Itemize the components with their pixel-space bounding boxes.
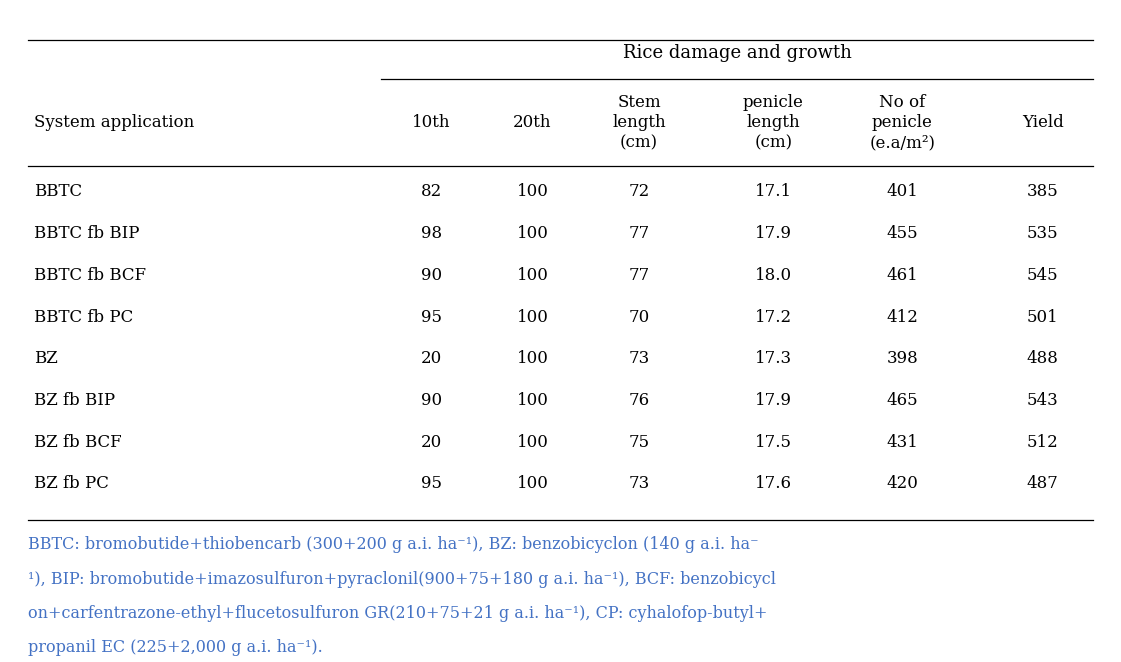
Text: 17.9: 17.9 (754, 225, 793, 242)
Text: 488: 488 (1027, 350, 1058, 367)
Text: 20: 20 (421, 434, 442, 451)
Text: propanil EC (225+2,000 g a.i. ha⁻¹).: propanil EC (225+2,000 g a.i. ha⁻¹). (28, 639, 323, 657)
Text: 75: 75 (629, 434, 649, 451)
Text: 401: 401 (887, 183, 918, 201)
Text: 72: 72 (629, 183, 649, 201)
Text: 73: 73 (629, 350, 649, 367)
Text: on+carfentrazone-ethyl+flucetosulfuron GR(210+75+21 g a.i. ha⁻¹), CP: cyhalofop-: on+carfentrazone-ethyl+flucetosulfuron G… (28, 605, 768, 622)
Text: BBTC fb BCF: BBTC fb BCF (34, 267, 146, 284)
Text: 77: 77 (629, 225, 649, 242)
Text: 17.1: 17.1 (754, 183, 793, 201)
Text: 461: 461 (887, 267, 918, 284)
Text: 95: 95 (421, 475, 442, 493)
Text: 100: 100 (517, 308, 548, 326)
Text: 535: 535 (1027, 225, 1058, 242)
Text: 455: 455 (887, 225, 918, 242)
Text: 17.2: 17.2 (754, 308, 793, 326)
Text: ¹), BIP: bromobutide+imazosulfuron+pyraclonil(900+75+180 g a.i. ha⁻¹), BCF: benz: ¹), BIP: bromobutide+imazosulfuron+pyrac… (28, 571, 776, 588)
Text: 465: 465 (887, 392, 918, 409)
Text: 512: 512 (1027, 434, 1058, 451)
Text: 98: 98 (421, 225, 442, 242)
Text: 18.0: 18.0 (754, 267, 793, 284)
Text: BZ fb BCF: BZ fb BCF (34, 434, 121, 451)
Text: 20: 20 (421, 350, 442, 367)
Text: 100: 100 (517, 225, 548, 242)
Text: 17.6: 17.6 (754, 475, 793, 493)
Text: 10th: 10th (413, 114, 451, 131)
Text: 100: 100 (517, 267, 548, 284)
Text: BBTC: BBTC (34, 183, 82, 201)
Text: 95: 95 (421, 308, 442, 326)
Text: 20th: 20th (513, 114, 552, 131)
Text: BBTC: bromobutide+thiobencarb (300+200 g a.i. ha⁻¹), BZ: benzobicyclon (140 g a.: BBTC: bromobutide+thiobencarb (300+200 g… (28, 536, 759, 553)
Text: 431: 431 (887, 434, 918, 451)
Text: BBTC fb BIP: BBTC fb BIP (34, 225, 139, 242)
Text: 385: 385 (1027, 183, 1058, 201)
Text: 100: 100 (517, 183, 548, 201)
Text: 76: 76 (629, 392, 649, 409)
Text: BZ fb BIP: BZ fb BIP (34, 392, 114, 409)
Text: BBTC fb PC: BBTC fb PC (34, 308, 133, 326)
Text: 77: 77 (629, 267, 649, 284)
Text: 17.3: 17.3 (754, 350, 793, 367)
Text: 70: 70 (629, 308, 649, 326)
Text: 545: 545 (1027, 267, 1058, 284)
Text: 82: 82 (421, 183, 442, 201)
Text: penicle
length
(cm): penicle length (cm) (743, 94, 804, 151)
Text: 543: 543 (1027, 392, 1058, 409)
Text: Yield: Yield (1021, 114, 1064, 131)
Text: 100: 100 (517, 392, 548, 409)
Text: Stem
length
(cm): Stem length (cm) (612, 94, 666, 151)
Text: 17.9: 17.9 (754, 392, 793, 409)
Text: 90: 90 (421, 267, 442, 284)
Text: 420: 420 (887, 475, 918, 493)
Text: System application: System application (34, 114, 194, 131)
Text: No of
penicle
(e.a/m²): No of penicle (e.a/m²) (870, 94, 935, 151)
Text: BZ fb PC: BZ fb PC (34, 475, 109, 493)
Text: 100: 100 (517, 434, 548, 451)
Text: Rice damage and growth: Rice damage and growth (622, 44, 852, 62)
Text: 100: 100 (517, 350, 548, 367)
Text: 487: 487 (1027, 475, 1058, 493)
Text: 90: 90 (421, 392, 442, 409)
Text: 100: 100 (517, 475, 548, 493)
Text: 73: 73 (629, 475, 649, 493)
Text: 412: 412 (887, 308, 918, 326)
Text: 501: 501 (1027, 308, 1058, 326)
Text: 398: 398 (887, 350, 918, 367)
Text: BZ: BZ (34, 350, 57, 367)
Text: 17.5: 17.5 (754, 434, 793, 451)
